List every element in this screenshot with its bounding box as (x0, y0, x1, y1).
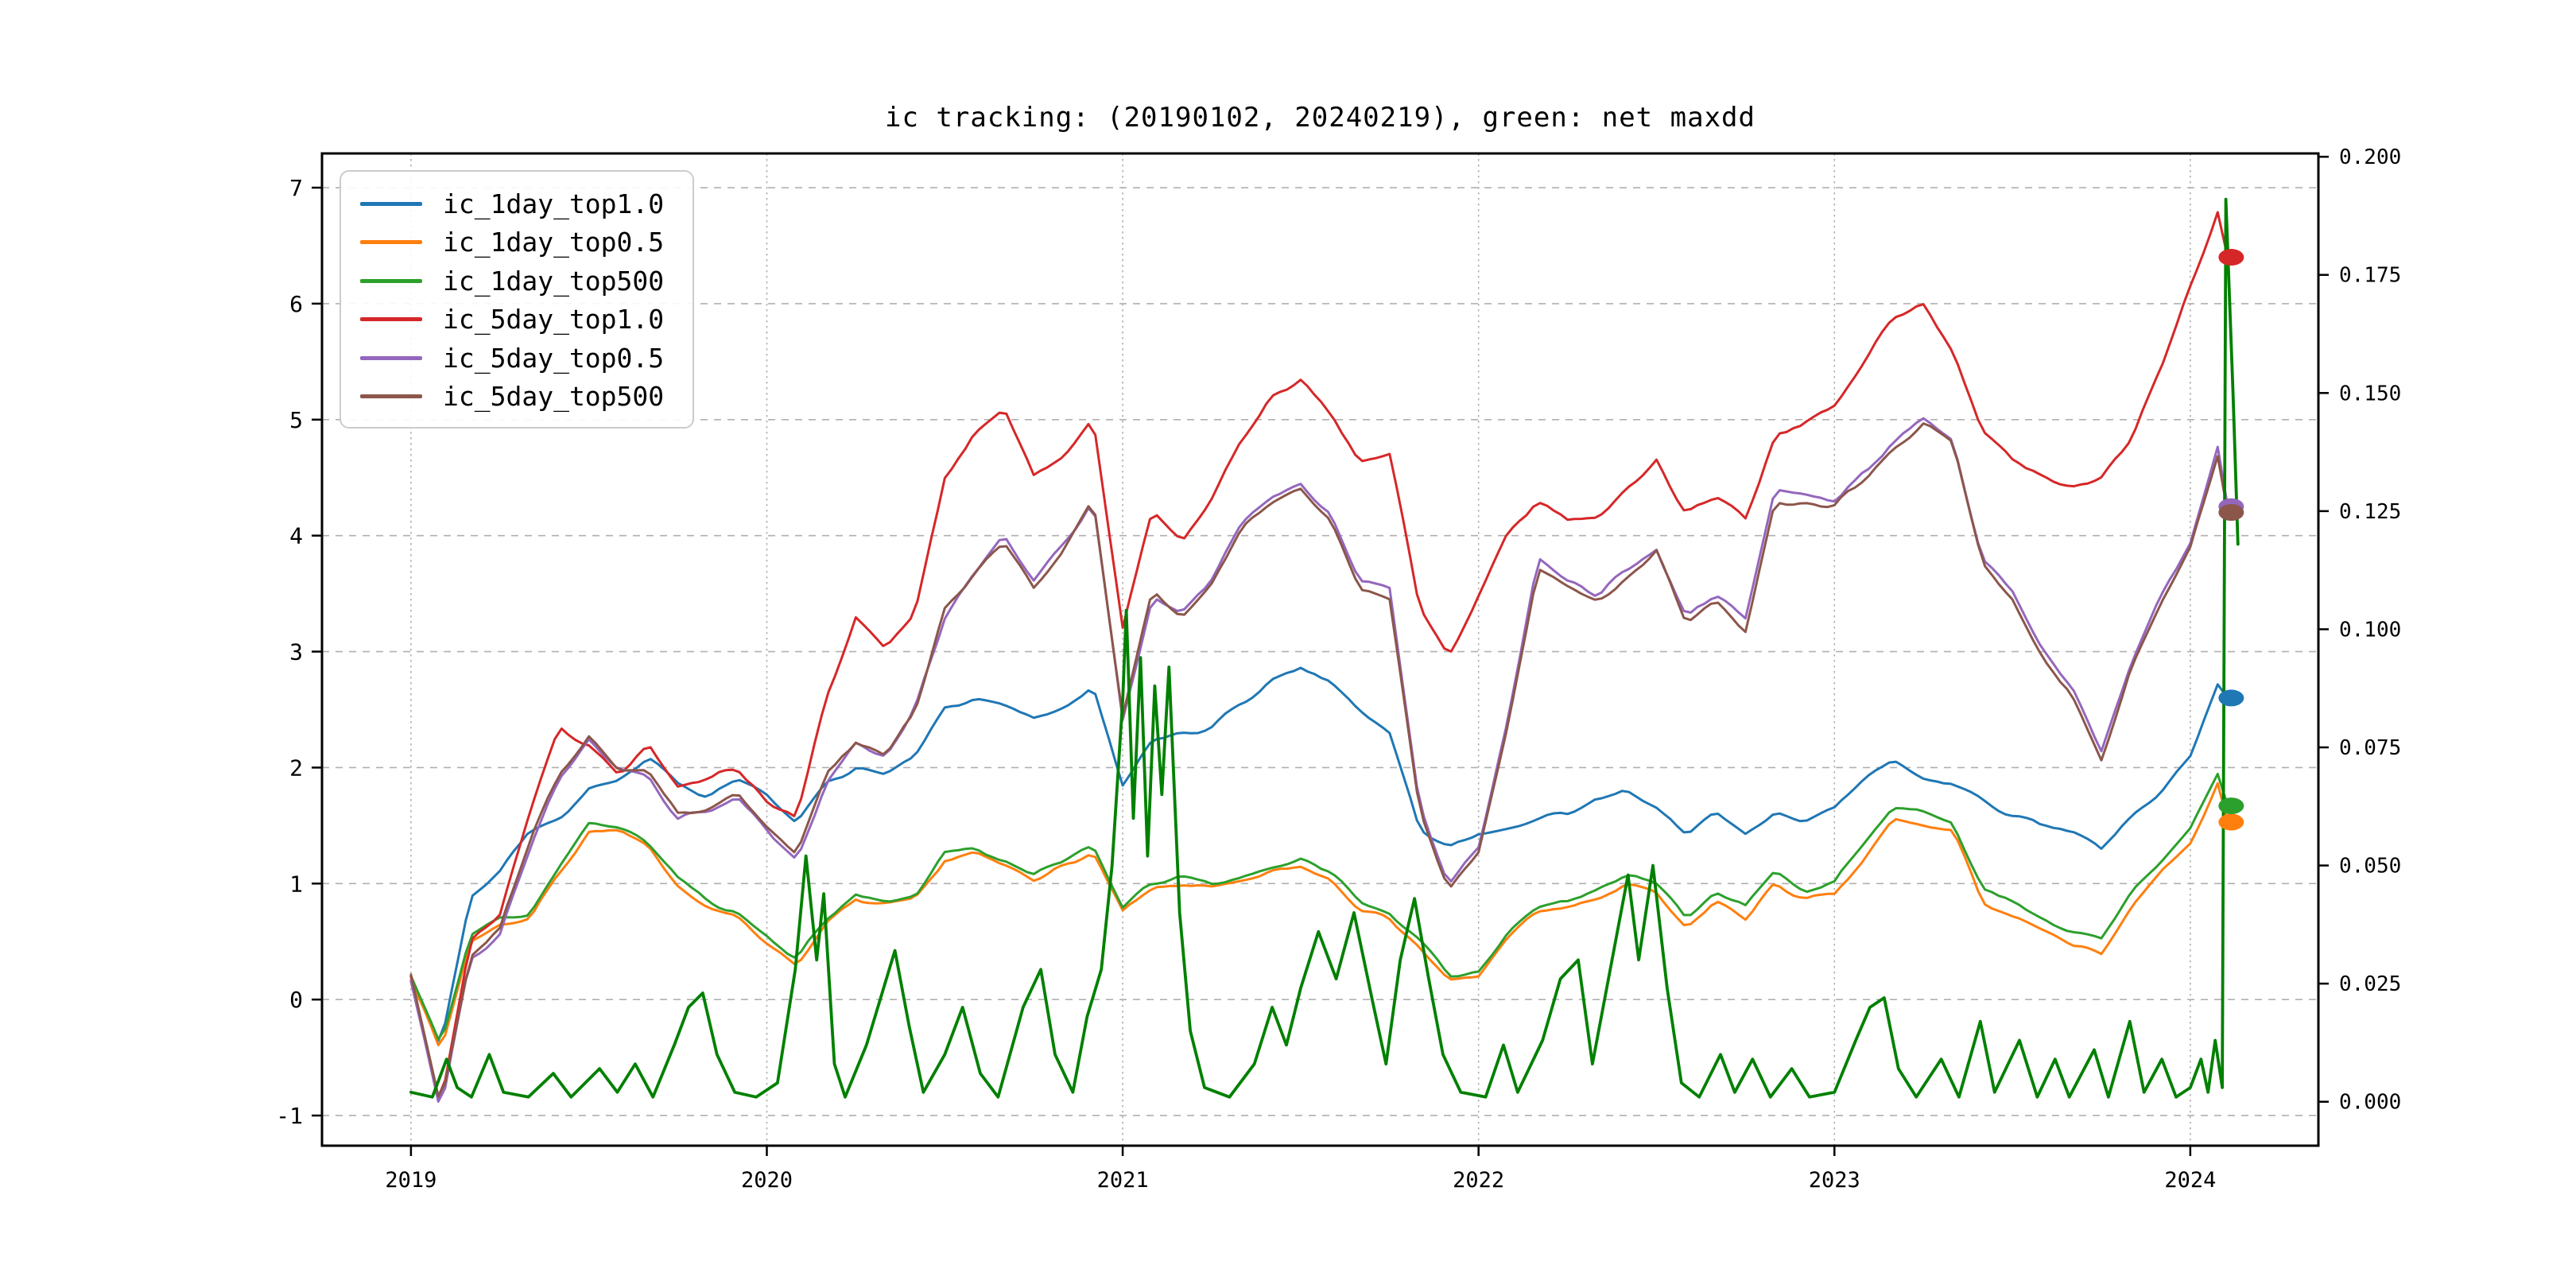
x-tick-label: 2023 (1809, 1168, 1860, 1193)
chart-title: ic tracking: (20190102, 20240219), green… (885, 102, 1755, 134)
legend-item-label: ic_1day_top500 (443, 265, 665, 297)
legend-item: ic_1day_top500 (360, 262, 673, 301)
y-left-tick-label: 0 (289, 987, 303, 1013)
legend-item: ic_1day_top1.0 (360, 184, 673, 223)
legend-item-label: ic_5day_top1.0 (443, 304, 665, 336)
y-right-tick-label: 0.100 (2339, 618, 2401, 642)
x-tick-label: 2020 (741, 1168, 793, 1193)
y-right-tick-label: 0.025 (2339, 972, 2401, 996)
gridlines (322, 153, 2318, 1146)
y-right-tick-label: 0.000 (2339, 1091, 2401, 1115)
legend-item: ic_5day_top500 (360, 378, 673, 417)
legend-item-label: ic_1day_top1.0 (443, 188, 665, 219)
y-right-tick-label: 0.175 (2339, 264, 2401, 288)
legend-item-label: ic_5day_top500 (443, 381, 665, 413)
series-line-ic_5day_top0.5 (409, 417, 2229, 1103)
legend-item-label: ic_1day_top0.5 (443, 227, 665, 258)
end-marker-ic_1day_top0.5 (2218, 813, 2244, 831)
end-marker-ic_1day_top1.0 (2218, 689, 2244, 707)
x-tick-label: 2024 (2164, 1168, 2216, 1193)
legend-line-swatch (360, 355, 422, 360)
legend-item: ic_5day_top1.0 (360, 301, 673, 339)
end-markers (2218, 249, 2244, 831)
y-left-tick-label: -1 (276, 1103, 303, 1129)
legend-item-label: ic_5day_top0.5 (443, 342, 665, 374)
legend-line-swatch (360, 201, 422, 206)
y-right-tick-label: 0.075 (2339, 736, 2401, 760)
legend-item: ic_1day_top0.5 (360, 223, 673, 262)
series-line-net_maxdd (409, 197, 2240, 1099)
axis-tick-labels: 7 6 5 4 3 2 1 0 -1 0.200 0.175 0.150 0.125 0.100 0.075… (276, 145, 2401, 1193)
y-right-tick-label: 0.050 (2339, 855, 2401, 879)
series-line-ic_1day_top0.5 (409, 782, 2229, 1046)
y-left-tick-label: 1 (289, 871, 303, 897)
series-line-ic_5day_top1.0 (409, 211, 2229, 1099)
series-line-ic_5day_top500 (409, 422, 2229, 1097)
legend-line-swatch (360, 317, 422, 322)
series-line-ic_1day_top1.0 (409, 666, 2229, 1042)
end-marker-ic_5day_top1.0 (2218, 249, 2244, 266)
legend-line-swatch (360, 240, 422, 245)
y-left-tick-label: 4 (289, 523, 303, 549)
end-marker-ic_5day_top500 (2218, 503, 2244, 521)
y-right-tick-label: 0.150 (2339, 382, 2401, 405)
legend: ic_1day_top1.0 ic_1day_top0.5 ic_1day_top5… (339, 170, 694, 429)
y-right-tick-label: 0.200 (2339, 145, 2401, 169)
axis-ticks (312, 155, 2329, 1156)
y-right-tick-label: 0.125 (2339, 500, 2401, 524)
x-tick-label: 2019 (385, 1168, 436, 1193)
legend-line-swatch (360, 278, 422, 283)
y-left-tick-label: 5 (289, 407, 303, 433)
y-left-tick-label: 3 (289, 639, 303, 665)
y-left-tick-label: 2 (289, 755, 303, 781)
series-line-ic_1day_top500 (409, 773, 2229, 1041)
end-marker-ic_1day_top500 (2218, 797, 2244, 815)
x-tick-label: 2022 (1453, 1168, 1504, 1193)
series-lines (409, 197, 2240, 1103)
y-left-tick-label: 6 (289, 291, 303, 317)
plot-border (320, 152, 2320, 1147)
legend-line-swatch (360, 394, 422, 399)
legend-item: ic_5day_top0.5 (360, 339, 673, 378)
y-left-tick-label: 7 (289, 175, 303, 201)
x-tick-label: 2021 (1097, 1168, 1149, 1193)
